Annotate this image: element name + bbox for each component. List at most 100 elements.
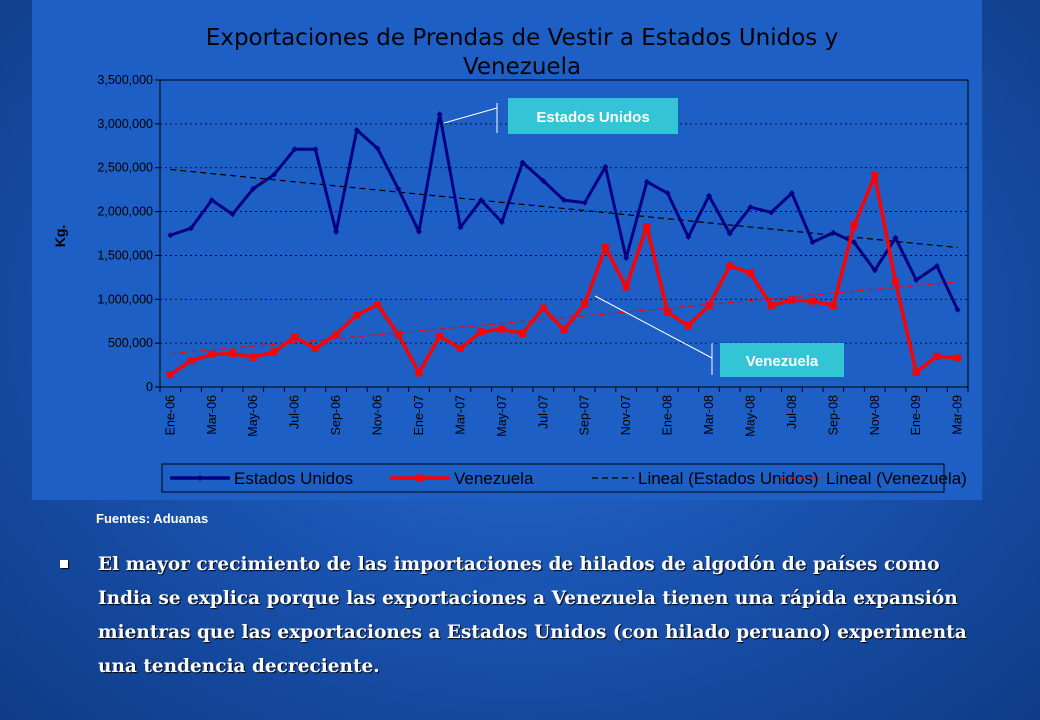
data-point — [187, 357, 195, 365]
x-tick-label: Ene-06 — [163, 395, 177, 435]
data-point — [851, 239, 858, 246]
x-tick-label: Sep-08 — [826, 395, 840, 435]
y-tick-label: 500,000 — [108, 336, 153, 350]
data-point — [395, 185, 402, 192]
data-point — [188, 225, 195, 232]
data-point — [685, 234, 692, 241]
data-point — [333, 228, 340, 235]
data-point — [374, 145, 381, 152]
trend-line — [170, 168, 958, 249]
legend-label: Estados Unidos — [234, 469, 353, 488]
data-point — [270, 348, 278, 356]
callout-label: Estados Unidos — [536, 109, 649, 126]
data-point — [788, 296, 796, 304]
data-point — [167, 232, 174, 239]
data-point — [664, 308, 672, 316]
data-point — [913, 276, 920, 283]
bullet-point: El mayor crecimiento de las importacione… — [60, 548, 990, 684]
x-tick-label: Jul-08 — [785, 395, 799, 429]
callout-box-estados-unidos — [508, 98, 678, 134]
x-tick-label: Nov-07 — [619, 395, 633, 435]
data-point — [166, 371, 174, 379]
data-point — [809, 239, 816, 246]
data-point — [332, 330, 340, 338]
x-tick-label: Ene-09 — [909, 395, 923, 435]
x-tick-label: Mar-06 — [205, 395, 219, 435]
data-point — [540, 177, 547, 184]
legend-label: Lineal (Estados Unidos) — [638, 469, 818, 488]
data-point — [871, 172, 879, 180]
legend-marker — [197, 475, 203, 481]
callout-leader — [443, 107, 498, 124]
data-point — [478, 197, 485, 204]
x-tick-label: Mar-09 — [951, 395, 965, 435]
data-point — [622, 283, 630, 291]
x-tick-label: May-07 — [495, 395, 509, 437]
data-point — [643, 222, 651, 230]
legend-marker — [416, 474, 424, 482]
x-tick-label: Nov-06 — [371, 395, 385, 435]
data-point — [684, 322, 692, 330]
data-point — [249, 353, 257, 361]
data-point — [706, 192, 713, 199]
data-point — [436, 332, 444, 340]
data-point — [933, 352, 941, 360]
x-tick-label: Mar-07 — [453, 395, 467, 435]
data-point — [498, 325, 506, 333]
data-point — [229, 211, 236, 218]
data-point — [747, 204, 754, 211]
data-point — [809, 297, 817, 305]
data-point — [767, 301, 775, 309]
y-tick-label: 3,000,000 — [97, 117, 153, 131]
y-tick-label: 3,500,000 — [97, 73, 153, 87]
data-point — [415, 228, 422, 235]
data-point — [312, 146, 319, 153]
data-point — [477, 328, 485, 336]
data-point — [539, 304, 547, 312]
data-point — [436, 111, 443, 118]
data-point — [933, 262, 940, 269]
data-point — [788, 190, 795, 197]
x-tick-label: Jul-06 — [288, 395, 302, 429]
data-point — [871, 267, 878, 274]
data-point — [601, 244, 609, 252]
data-point — [353, 311, 361, 319]
data-point — [954, 306, 961, 313]
chart-title-line: Exportaciones de Prendas de Vestir a Est… — [206, 25, 838, 51]
data-point — [726, 230, 733, 237]
data-point — [850, 222, 858, 230]
data-point — [560, 326, 568, 334]
x-tick-label: May-08 — [743, 395, 757, 437]
data-point — [954, 354, 962, 362]
y-axis-label: Kg. — [52, 225, 68, 248]
data-point — [891, 278, 899, 286]
y-tick-label: 1,500,000 — [97, 248, 153, 262]
data-point — [664, 190, 671, 197]
x-tick-label: Sep-06 — [329, 395, 343, 435]
data-point — [519, 159, 526, 166]
x-tick-label: Sep-07 — [578, 395, 592, 435]
bullet-marker-icon — [60, 560, 68, 568]
data-point — [291, 333, 299, 341]
callout-label: Venezuela — [746, 353, 819, 370]
bullet-text: El mayor crecimiento de las importacione… — [98, 554, 967, 677]
data-point — [581, 300, 589, 308]
data-point — [768, 209, 775, 216]
chart-title-line: Venezuela — [463, 54, 581, 80]
data-point — [746, 269, 754, 277]
data-point — [561, 197, 567, 204]
data-point — [829, 301, 837, 309]
data-point — [643, 178, 650, 185]
data-point — [830, 229, 837, 236]
data-point — [498, 219, 505, 226]
data-point — [415, 369, 423, 377]
y-tick-label: 2,000,000 — [97, 205, 153, 219]
x-tick-label: Ene-07 — [412, 395, 426, 435]
data-point — [374, 301, 382, 309]
legend-label: Lineal (Venezuela) — [826, 469, 967, 488]
callout-box-venezuela — [720, 343, 844, 377]
legend-label: Venezuela — [454, 469, 534, 488]
data-point — [291, 146, 298, 153]
data-point — [457, 224, 464, 231]
data-point — [456, 344, 464, 352]
